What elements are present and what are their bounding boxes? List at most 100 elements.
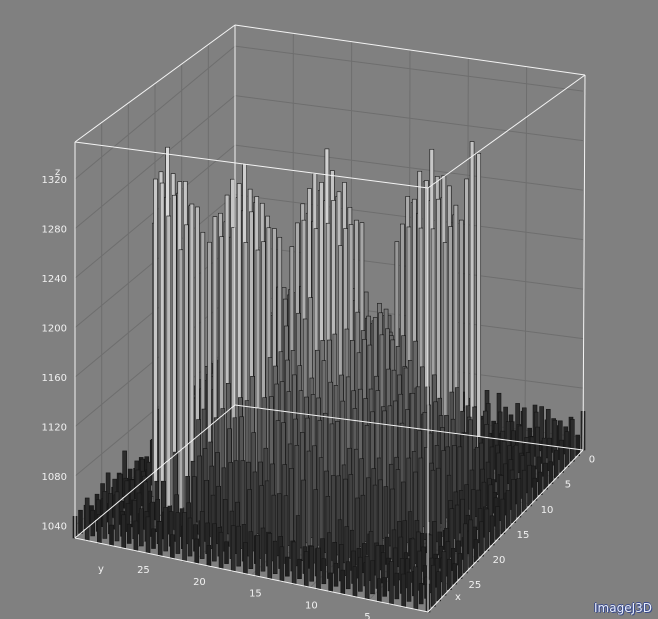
- box-edge: [74, 24, 236, 143]
- surface-column: [243, 542, 248, 575]
- z-gridline: [234, 45, 584, 92]
- surface-column: [151, 528, 156, 549]
- z-tick-label: 1280: [42, 225, 67, 236]
- x-tick-label: 20: [493, 555, 506, 566]
- z-axis-label: z: [55, 167, 60, 178]
- z-tick-label: 1240: [42, 274, 67, 285]
- y-tick-label: 20: [193, 577, 206, 588]
- surface-column: [463, 523, 468, 574]
- surface-column: [436, 571, 441, 602]
- surface-column: [283, 495, 289, 564]
- surface-column: [340, 569, 346, 595]
- surface-column: [431, 564, 436, 607]
- z-tick-label: 1160: [42, 373, 67, 384]
- box-edge: [74, 537, 429, 613]
- surface-column: [516, 478, 522, 518]
- surface-column: [145, 516, 151, 554]
- surface-column: [413, 566, 419, 610]
- surface-column: [532, 477, 538, 501]
- box-edge: [74, 141, 429, 189]
- surface-column: [377, 578, 382, 603]
- box-edge: [427, 449, 584, 613]
- surface-column: [389, 561, 394, 605]
- surface-column: [333, 562, 339, 587]
- y-tick-label: 10: [305, 600, 318, 611]
- box-edge: [234, 404, 584, 451]
- x-tick-label: 10: [541, 505, 554, 516]
- surface-column: [114, 491, 120, 542]
- surface-column: [364, 555, 370, 600]
- surface-column: [153, 178, 158, 509]
- surface-column: [78, 509, 83, 534]
- surface-column: [309, 545, 314, 582]
- surface-column: [548, 461, 554, 484]
- z-tick-label: 1040: [42, 522, 67, 533]
- surface-column: [575, 434, 580, 456]
- surface-column: [436, 467, 441, 543]
- surface-column: [230, 525, 236, 572]
- surface-column: [194, 538, 200, 564]
- z-tick-label: 1200: [42, 324, 67, 335]
- surface-column: [418, 583, 424, 605]
- surface-column: [291, 541, 297, 585]
- surface-column: [182, 512, 187, 562]
- surface-column: [326, 532, 332, 579]
- z-gridline: [234, 95, 584, 142]
- surface-layer: [72, 141, 586, 613]
- x-tick-label: 5: [565, 480, 571, 491]
- surface-column: [279, 546, 285, 582]
- surface-column: [212, 523, 217, 562]
- surface-column: [441, 551, 447, 596]
- surface-column: [495, 506, 500, 540]
- surface-column: [224, 541, 229, 564]
- surface-column: [236, 525, 241, 567]
- surface-column: [218, 531, 224, 569]
- surface-column: [328, 572, 333, 592]
- surface-column: [285, 556, 290, 577]
- bounding-box: [74, 24, 586, 613]
- surface-column: [382, 577, 387, 597]
- box-edge: [582, 74, 586, 451]
- surface-column: [559, 439, 564, 473]
- x-tick-label: 15: [517, 530, 530, 541]
- axis-labels: z y x 1040 1080 1120 1160 1200 1240 1280 1320 25…: [42, 167, 596, 619]
- surface-column: [295, 515, 301, 567]
- surface-column: [468, 519, 474, 568]
- surface-column: [272, 540, 278, 574]
- surface-column: [178, 249, 184, 525]
- surface-column: [187, 517, 193, 557]
- imagej3d-watermark: ImageJ3D: [594, 601, 652, 615]
- box-edge: [74, 404, 236, 539]
- surface-column: [441, 450, 447, 537]
- surface-column: [157, 521, 163, 557]
- surface-column: [170, 534, 175, 559]
- box-edge: [427, 74, 586, 189]
- y-tick-label: 15: [249, 589, 262, 600]
- surface-column: [303, 551, 309, 587]
- surface-column: [321, 558, 327, 585]
- surface-column: [84, 497, 90, 541]
- surface-column: [297, 558, 302, 580]
- surface-column: [511, 479, 516, 523]
- surface-column: [505, 490, 511, 529]
- surface-column: [457, 553, 463, 579]
- surface-column: [447, 558, 452, 590]
- surface-column: [255, 534, 260, 577]
- surface-column: [184, 224, 189, 521]
- y-axis-label: y: [98, 564, 104, 575]
- surface-column: [199, 511, 205, 559]
- surface-column: [484, 508, 490, 551]
- z-tick-label: 1120: [42, 423, 67, 434]
- wall-gridline: [524, 66, 528, 443]
- surface-column: [316, 547, 321, 590]
- surface-column: [406, 571, 412, 602]
- surface-column: [479, 521, 484, 557]
- surface-column: [537, 471, 543, 495]
- surface-column: [345, 561, 351, 590]
- surface-column: [543, 462, 548, 490]
- surface-column: [527, 464, 532, 507]
- x-tick-label: 25: [469, 580, 482, 591]
- surface-column: [175, 512, 181, 554]
